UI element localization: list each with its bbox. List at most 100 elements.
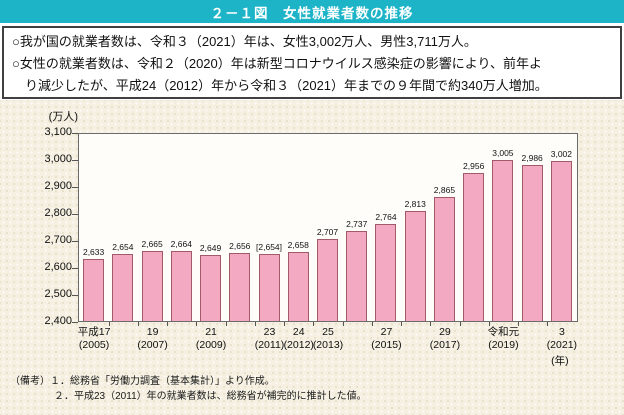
x-tick-mark bbox=[430, 322, 432, 326]
bar bbox=[550, 161, 572, 321]
x-tick-mark bbox=[167, 322, 169, 326]
x-axis-label-era: 3 bbox=[558, 326, 565, 338]
y-tick-label: 2,500 bbox=[44, 288, 72, 300]
bar bbox=[112, 253, 134, 321]
x-axis-label-year: (2017) bbox=[429, 339, 461, 351]
y-tick-label: 2,700 bbox=[44, 234, 72, 246]
x-tick-mark bbox=[342, 322, 344, 326]
note-line-2: ２．平成23（2011）年の就業者数は、総務省が補完的に推計した値。 bbox=[10, 389, 367, 404]
y-tick-label: 2,900 bbox=[44, 180, 72, 192]
note-1: １．総務省「労働力調査（基本集計）」より作成。 bbox=[50, 376, 275, 387]
x-axis-label-era: 19 bbox=[146, 326, 159, 338]
x-axis-label-year: (2015) bbox=[371, 339, 402, 351]
bar bbox=[317, 239, 338, 321]
bar-value-label: 2,986 bbox=[521, 153, 543, 164]
x-axis-label-era: 29 bbox=[439, 326, 451, 338]
x-axis-label-era: 平成17 bbox=[77, 326, 111, 338]
x-axis-label-year: (2021) bbox=[546, 339, 578, 351]
bar bbox=[492, 160, 514, 321]
bar-value-label: 2,654 bbox=[112, 241, 134, 252]
y-tick-label: 3,000 bbox=[44, 153, 72, 165]
bar bbox=[200, 254, 222, 321]
bar bbox=[287, 252, 309, 321]
bar-value-label: 2,633 bbox=[82, 247, 105, 258]
x-axis-label-year: (2007) bbox=[137, 339, 168, 351]
bar-value-label: 2,664 bbox=[170, 238, 192, 249]
y-tick-mark bbox=[72, 267, 78, 269]
y-tick-mark bbox=[72, 213, 78, 215]
bar-value-label: 2,665 bbox=[141, 238, 163, 249]
note-line-1: （備考）１．総務省「労働力調査（基本集計）」より作成。 bbox=[10, 374, 367, 389]
x-axis-unit-label: (年) bbox=[551, 355, 569, 367]
y-axis-unit-label: (万人) bbox=[48, 111, 78, 123]
x-tick-mark bbox=[459, 322, 461, 326]
plot-area: 2,633 2,654 2,665 2,664 2,649 2,656 [2,654] 2,6… bbox=[78, 133, 578, 322]
bar bbox=[404, 211, 426, 321]
x-tick-mark bbox=[401, 322, 403, 326]
x-axis-label-era: 21 bbox=[205, 326, 217, 338]
bar bbox=[463, 173, 485, 321]
x-axis-label-year: (2009) bbox=[195, 339, 227, 351]
x-axis-label-era: 24 bbox=[292, 326, 305, 338]
notes: （備考）１．総務省「労働力調査（基本集計）」より作成。 ２．平成23（2011）… bbox=[10, 374, 367, 404]
note-2: ２．平成23（2011）年の就業者数は、総務省が補完的に推計した値。 bbox=[54, 391, 367, 402]
x-axis-label: 平成17 (2005) bbox=[54, 326, 134, 352]
bar bbox=[229, 252, 251, 321]
bar bbox=[83, 259, 105, 321]
y-tick-mark bbox=[72, 321, 78, 323]
bar bbox=[521, 165, 543, 321]
x-tick-mark bbox=[518, 322, 520, 326]
figure-title-bar: ２－１図 女性就業者数の推移 bbox=[0, 0, 624, 23]
y-tick-mark bbox=[72, 159, 78, 161]
y-tick-label: 2,400 bbox=[44, 315, 72, 327]
bar-value-label: 2,656 bbox=[229, 240, 251, 251]
x-tick-mark bbox=[547, 322, 549, 326]
x-axis-label: 25 (2013) bbox=[288, 326, 368, 352]
x-tick-mark bbox=[313, 322, 315, 326]
x-axis-label: 29 (2017) bbox=[405, 326, 485, 352]
bar-value-label: 3,002 bbox=[550, 149, 573, 160]
bar-value-label: 2,956 bbox=[463, 161, 485, 172]
bar-value-label: 2,707 bbox=[316, 227, 339, 238]
x-tick-mark bbox=[108, 322, 110, 326]
x-axis-label-era: 23 bbox=[263, 326, 276, 338]
summary-bullet-2: ○女性の就業者数は、令和２（2020）年は新型コロナウイルス感染症の影響により、… bbox=[12, 53, 612, 97]
bar-value-label: 2,865 bbox=[433, 185, 456, 196]
x-axis-label: 19 (2007) bbox=[113, 326, 193, 352]
y-tick-mark bbox=[72, 294, 78, 296]
y-tick-mark bbox=[72, 186, 78, 188]
x-axis-label: 3 (2021) bbox=[522, 326, 602, 352]
bar bbox=[433, 197, 455, 321]
bar bbox=[375, 224, 397, 321]
x-axis-label: 令和元 (2019) bbox=[463, 326, 543, 352]
x-axis-label: 23 (2011) bbox=[230, 326, 310, 352]
y-tick-label: 2,800 bbox=[44, 207, 72, 219]
x-axis-label-era: 27 bbox=[380, 326, 393, 338]
bar-value-label: 2,658 bbox=[287, 240, 309, 251]
x-axis-label-era: 令和元 bbox=[487, 326, 520, 338]
summary-bullet-2-line-2: り減少したが、平成24（2012）年から令和３（2021）年までの９年間で約34… bbox=[25, 78, 548, 93]
bar-value-label: [2,654] bbox=[256, 241, 283, 252]
x-tick-mark bbox=[196, 322, 198, 326]
y-tick-label: 3,100 bbox=[44, 126, 72, 138]
x-tick-mark bbox=[225, 322, 227, 326]
x-axis-label: 21 (2009) bbox=[171, 326, 251, 352]
bar-value-label: 2,764 bbox=[375, 212, 397, 223]
bar bbox=[141, 250, 163, 321]
x-tick-mark bbox=[137, 322, 139, 326]
x-axis-label-year: (2019) bbox=[488, 339, 519, 351]
bar-value-label: 2,813 bbox=[404, 199, 426, 210]
y-tick-mark bbox=[72, 240, 78, 242]
chart-panel: (万人) 2,633 2,654 2,665 2,664 2,649 2,656 [2,65… bbox=[0, 100, 624, 415]
y-tick-label: 2,600 bbox=[44, 261, 72, 273]
bar-value-label: 3,005 bbox=[492, 148, 514, 159]
summary-bullet-2-line-1: ○女性の就業者数は、令和２（2020）年は新型コロナウイルス感染症の影響により、… bbox=[12, 56, 542, 71]
x-tick-mark bbox=[284, 322, 286, 326]
x-axis-label-year: (2013) bbox=[312, 339, 344, 351]
figure-title: ２－１図 女性就業者数の推移 bbox=[210, 5, 414, 21]
bar bbox=[170, 250, 192, 321]
x-axis-label-year: (2012) bbox=[283, 339, 314, 351]
y-tick-mark bbox=[72, 132, 78, 134]
notes-prefix: （備考） bbox=[10, 376, 50, 387]
x-axis-label-era: 25 bbox=[322, 326, 334, 338]
